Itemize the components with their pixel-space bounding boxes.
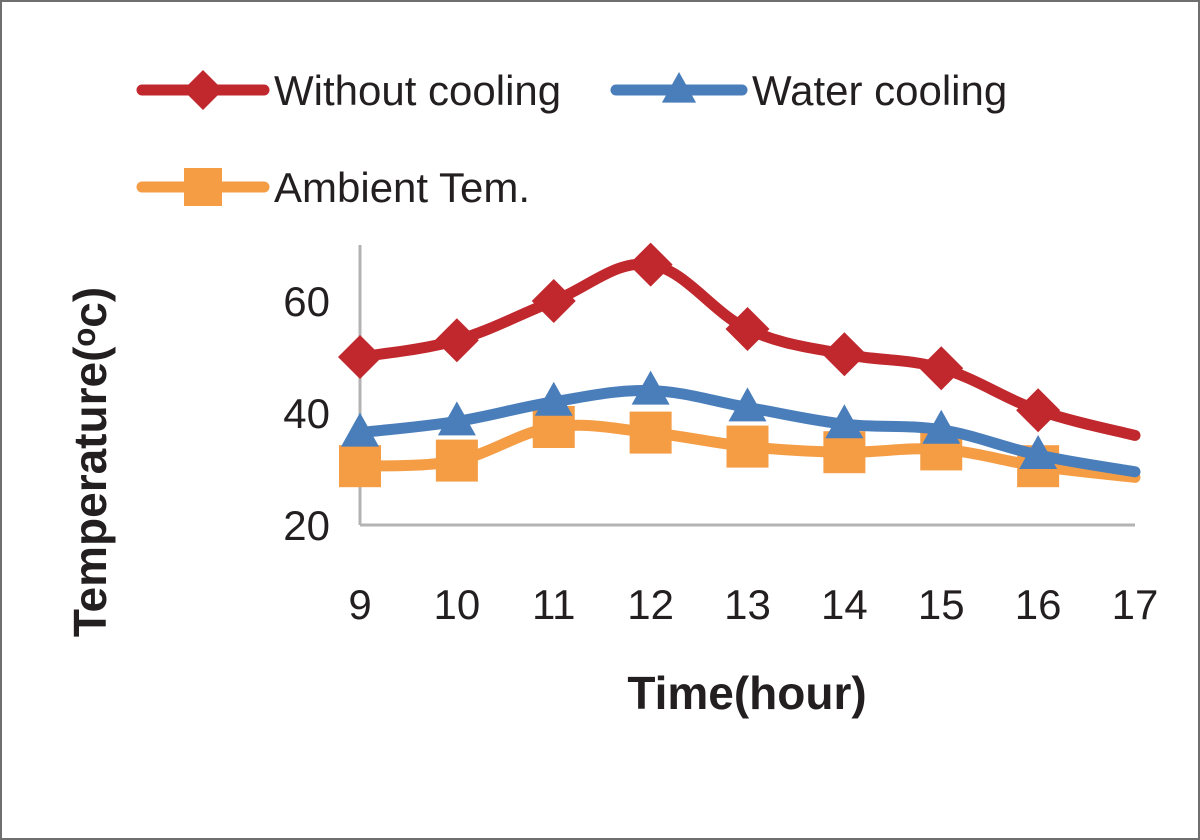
x-tick-label: 10	[434, 581, 481, 628]
data-point	[435, 439, 478, 482]
y-tick-label: 40	[283, 390, 330, 437]
legend-item: Water cooling	[610, 67, 1007, 114]
y-tick-label: 20	[283, 502, 330, 549]
data-point	[1019, 435, 1058, 469]
x-tick-label: 16	[1015, 581, 1062, 628]
x-tick-label: 13	[724, 581, 771, 628]
x-tick-label: 9	[348, 581, 371, 628]
legend-marker	[661, 72, 697, 103]
data-point	[922, 409, 961, 444]
data-point	[919, 346, 964, 391]
data-point	[338, 335, 382, 379]
x-tick-label: 15	[918, 581, 965, 628]
legend-label: Without cooling	[274, 67, 561, 114]
data-point	[725, 307, 770, 351]
y-tick-labels: 20 40 60	[283, 278, 330, 549]
series-ambient-tem	[339, 406, 1141, 488]
series-water-cooling	[341, 370, 1141, 478]
data-point	[825, 404, 864, 439]
legend-marker	[183, 70, 223, 110]
data-point	[631, 370, 670, 405]
x-tick-label: 14	[821, 581, 868, 628]
data-point	[628, 242, 673, 287]
data-point	[728, 387, 767, 422]
series-without-cooling	[338, 242, 1141, 441]
plot-series	[338, 242, 1141, 488]
legend: Without cooling Water cooling Ambient Tem.	[136, 67, 1007, 211]
x-tick-label: 11	[532, 581, 576, 628]
x-tick-label: 12	[627, 581, 674, 628]
x-tick-labels: 9 10 11 12 13 14 15 16 17	[348, 581, 1158, 628]
data-point	[629, 411, 672, 454]
legend-item: Ambient Tem.	[136, 164, 530, 211]
data-point	[822, 332, 867, 377]
legend-label: Water cooling	[752, 67, 1007, 114]
legend-label: Ambient Tem.	[274, 164, 530, 211]
legend-marker	[184, 168, 222, 206]
data-point	[341, 412, 379, 447]
x-tick-label: 17	[1112, 581, 1159, 628]
data-point	[726, 425, 769, 468]
data-point	[531, 279, 576, 323]
x-axis-title: Time(hour)	[627, 667, 866, 719]
y-axis-title: Temperature(ᵒc)	[64, 287, 116, 637]
data-point	[434, 318, 479, 363]
y-tick-label: 60	[283, 278, 330, 325]
data-point	[339, 445, 381, 488]
legend-item: Without cooling	[136, 67, 561, 114]
data-point	[534, 381, 573, 416]
data-point	[1016, 388, 1061, 433]
data-point	[437, 401, 476, 436]
